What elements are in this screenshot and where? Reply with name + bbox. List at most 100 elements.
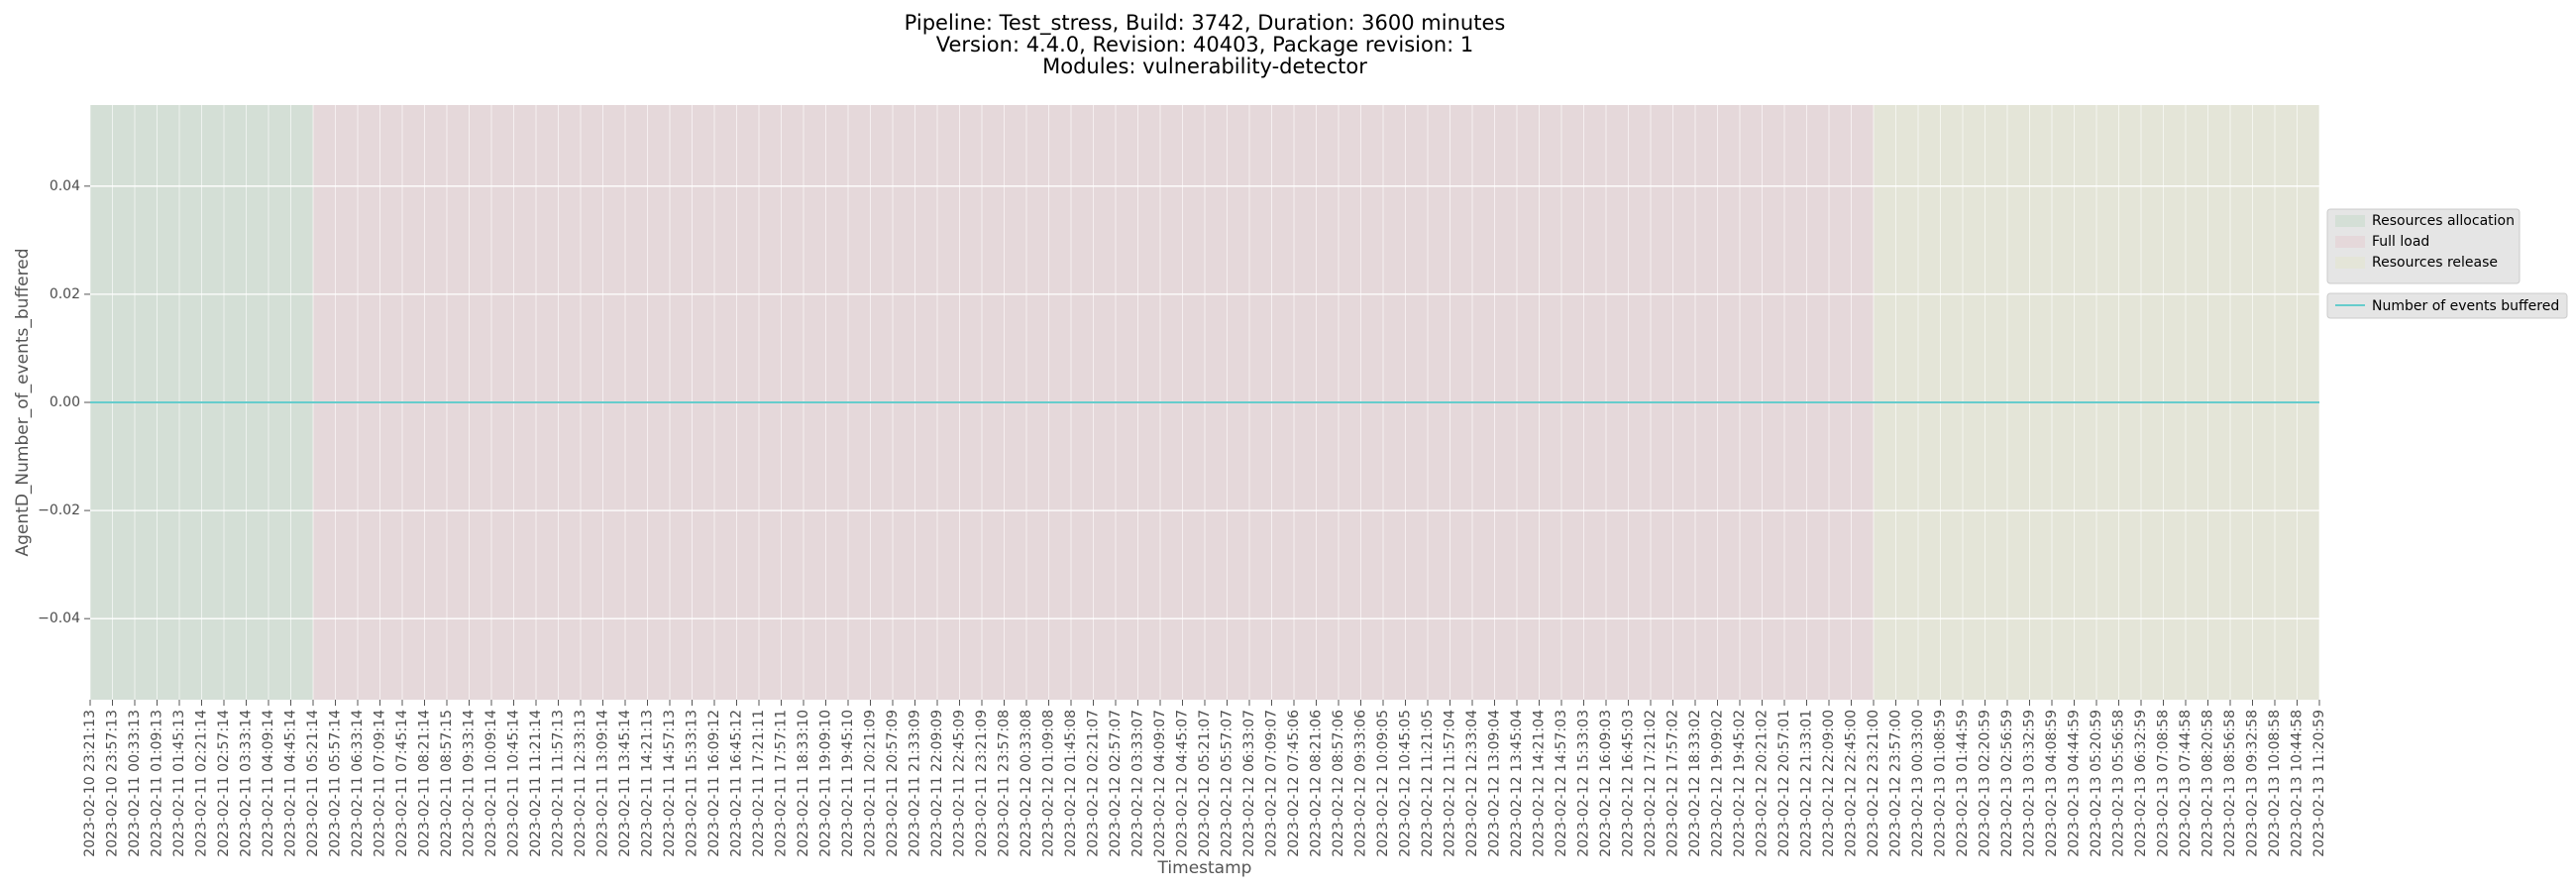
x-tick-label: 2023-02-12 12:33:04 <box>1464 710 1480 857</box>
x-tick-label: 2023-02-12 04:09:07 <box>1152 710 1168 857</box>
y-axis-label: AgentD_Number_of_events_buffered <box>13 249 33 557</box>
x-tick-label: 2023-02-11 10:09:14 <box>483 710 499 857</box>
x-tick-label: 2023-02-12 18:33:02 <box>1687 710 1703 857</box>
x-tick-label: 2023-02-13 00:33:00 <box>1910 710 1926 857</box>
x-tick-label: 2023-02-12 22:09:00 <box>1821 710 1837 857</box>
x-tick-label: 2023-02-12 15:33:03 <box>1576 710 1592 857</box>
x-tick-label: 2023-02-11 04:09:14 <box>261 710 276 857</box>
x-tick-label: 2023-02-12 11:57:04 <box>1443 710 1458 857</box>
x-tick-label: 2023-02-12 17:57:02 <box>1665 710 1681 857</box>
x-tick-label: 2023-02-12 16:09:03 <box>1598 710 1614 857</box>
x-tick-label: 2023-02-11 16:09:12 <box>706 710 722 857</box>
x-tick-label: 2023-02-10 23:21:13 <box>82 710 98 857</box>
x-tick-label: 2023-02-11 01:45:13 <box>171 710 187 857</box>
x-tick-label: 2023-02-13 06:32:59 <box>2133 710 2149 857</box>
x-tick-label: 2023-02-11 21:33:09 <box>908 710 923 857</box>
x-tick-label: 2023-02-11 19:09:10 <box>818 710 834 857</box>
legend-box <box>2326 292 2568 319</box>
x-tick-label: 2023-02-12 14:21:04 <box>1532 710 1548 857</box>
x-tick-label: 2023-02-11 08:21:14 <box>417 710 433 857</box>
x-tick-label: 2023-02-12 08:21:06 <box>1309 710 1325 857</box>
legend-label: Resources allocation <box>2372 213 2515 229</box>
x-tick-label: 2023-02-11 02:57:14 <box>216 710 232 857</box>
x-tick-label: 2023-02-11 07:09:14 <box>373 710 388 857</box>
legend-box <box>2326 208 2521 284</box>
y-tick-label: 0.00 <box>50 394 80 410</box>
x-tick-label: 2023-02-13 03:32:59 <box>2022 710 2038 857</box>
x-tick-label: 2023-02-11 22:09:09 <box>929 710 945 857</box>
x-tick-label: 2023-02-11 22:45:09 <box>952 710 968 857</box>
chart-title: Version: 4.4.0, Revision: 40403, Package… <box>936 33 1474 56</box>
x-tick-label: 2023-02-12 13:09:04 <box>1487 710 1503 857</box>
x-tick-label: 2023-02-11 00:33:13 <box>127 710 143 857</box>
x-tick-label: 2023-02-11 10:45:14 <box>506 710 522 857</box>
x-tick-label: 2023-02-11 23:57:08 <box>997 710 1013 857</box>
x-tick-label: 2023-02-12 01:45:08 <box>1063 710 1079 857</box>
x-tick-label: 2023-02-13 07:44:58 <box>2178 710 2194 857</box>
x-tick-label: 2023-02-12 10:09:05 <box>1375 710 1391 857</box>
x-tick-label: 2023-02-12 09:33:06 <box>1353 710 1369 857</box>
chart-title: Pipeline: Test_stress, Build: 3742, Dura… <box>905 11 1506 36</box>
x-tick-label: 2023-02-13 09:32:58 <box>2245 710 2261 857</box>
x-tick-label: 2023-02-12 23:57:00 <box>1888 710 1904 857</box>
x-tick-label: 2023-02-11 13:09:14 <box>595 710 611 857</box>
x-tick-label: 2023-02-11 20:57:09 <box>885 710 901 857</box>
x-tick-label: 2023-02-12 07:45:06 <box>1286 710 1302 857</box>
x-tick-label: 2023-02-11 11:21:14 <box>528 710 544 857</box>
x-tick-label: 2023-02-13 08:56:58 <box>2222 710 2238 857</box>
x-tick-label: 2023-02-12 00:33:08 <box>1019 710 1034 857</box>
x-tick-label: 2023-02-12 20:57:01 <box>1776 710 1792 857</box>
x-tick-label: 2023-02-11 18:33:10 <box>796 710 811 857</box>
x-tick-label: 2023-02-11 09:33:14 <box>462 710 478 857</box>
x-tick-label: 2023-02-11 14:57:13 <box>662 710 678 857</box>
x-tick-label: 2023-02-12 17:21:02 <box>1643 710 1659 857</box>
x-tick-label: 2023-02-13 05:20:59 <box>2089 710 2104 857</box>
x-tick-label: 2023-02-12 21:33:01 <box>1799 710 1815 857</box>
x-tick-label: 2023-02-12 11:21:05 <box>1420 710 1436 857</box>
x-tick-label: 2023-02-12 01:09:08 <box>1041 710 1057 857</box>
x-tick-label: 2023-02-11 16:45:12 <box>729 710 745 857</box>
x-tick-label: 2023-02-12 07:09:07 <box>1264 710 1280 857</box>
x-tick-label: 2023-02-10 23:57:13 <box>105 710 121 857</box>
x-tick-label: 2023-02-12 04:45:07 <box>1175 710 1191 857</box>
x-tick-label: 2023-02-11 14:21:13 <box>640 710 656 857</box>
x-tick-label: 2023-02-13 01:08:59 <box>1933 710 1949 857</box>
x-tick-label: 2023-02-12 23:21:00 <box>1866 710 1881 857</box>
x-tick-label: 2023-02-11 20:21:09 <box>863 710 879 857</box>
x-tick-label: 2023-02-11 06:33:14 <box>350 710 366 857</box>
x-tick-label: 2023-02-11 17:21:11 <box>751 710 767 857</box>
x-tick-label: 2023-02-11 05:57:14 <box>328 710 344 857</box>
x-tick-label: 2023-02-13 02:20:59 <box>1978 710 1993 857</box>
x-tick-label: 2023-02-12 02:57:07 <box>1108 710 1124 857</box>
legend-swatch <box>2335 257 2365 269</box>
x-tick-label: 2023-02-12 22:45:00 <box>1844 710 1860 857</box>
legend-label: Resources release <box>2372 255 2498 271</box>
y-tick-label: −0.04 <box>38 611 80 626</box>
y-tick-label: 0.04 <box>50 178 80 194</box>
x-tick-label: 2023-02-12 08:57:06 <box>1331 710 1346 857</box>
chart-title: Modules: vulnerability-detector <box>1042 55 1367 78</box>
x-tick-label: 2023-02-11 02:21:14 <box>194 710 210 857</box>
x-tick-label: 2023-02-11 03:33:14 <box>239 710 255 857</box>
x-tick-label: 2023-02-12 03:33:07 <box>1130 710 1146 857</box>
legend-swatch <box>2335 236 2365 248</box>
x-tick-label: 2023-02-13 11:20:59 <box>2311 710 2327 857</box>
x-tick-label: 2023-02-11 11:57:13 <box>551 710 567 857</box>
x-tick-label: 2023-02-11 05:21:14 <box>305 710 321 857</box>
x-tick-label: 2023-02-13 10:44:58 <box>2290 710 2306 857</box>
x-tick-label: 2023-02-12 10:45:05 <box>1398 710 1414 857</box>
x-tick-label: 2023-02-11 15:33:13 <box>685 710 700 857</box>
x-axis-label: Timestamp <box>1157 858 1252 878</box>
x-tick-label: 2023-02-12 19:45:02 <box>1732 710 1748 857</box>
legend-label: Number of events buffered <box>2372 298 2559 314</box>
x-tick-label: 2023-02-13 01:44:59 <box>1955 710 1971 857</box>
x-tick-label: 2023-02-11 23:21:09 <box>974 710 990 857</box>
x-tick-label: 2023-02-13 04:44:59 <box>2067 710 2083 857</box>
x-tick-label: 2023-02-13 10:08:58 <box>2267 710 2283 857</box>
x-tick-label: 2023-02-13 02:56:59 <box>1999 710 2015 857</box>
y-tick-label: 0.02 <box>50 286 80 302</box>
x-tick-label: 2023-02-12 05:21:07 <box>1197 710 1213 857</box>
legend-swatch <box>2335 215 2365 227</box>
x-tick-label: 2023-02-13 07:08:58 <box>2156 710 2172 857</box>
